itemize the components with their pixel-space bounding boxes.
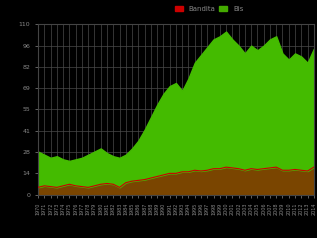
Legend: Bandita, Bis: Bandita, Bis [174, 5, 244, 12]
